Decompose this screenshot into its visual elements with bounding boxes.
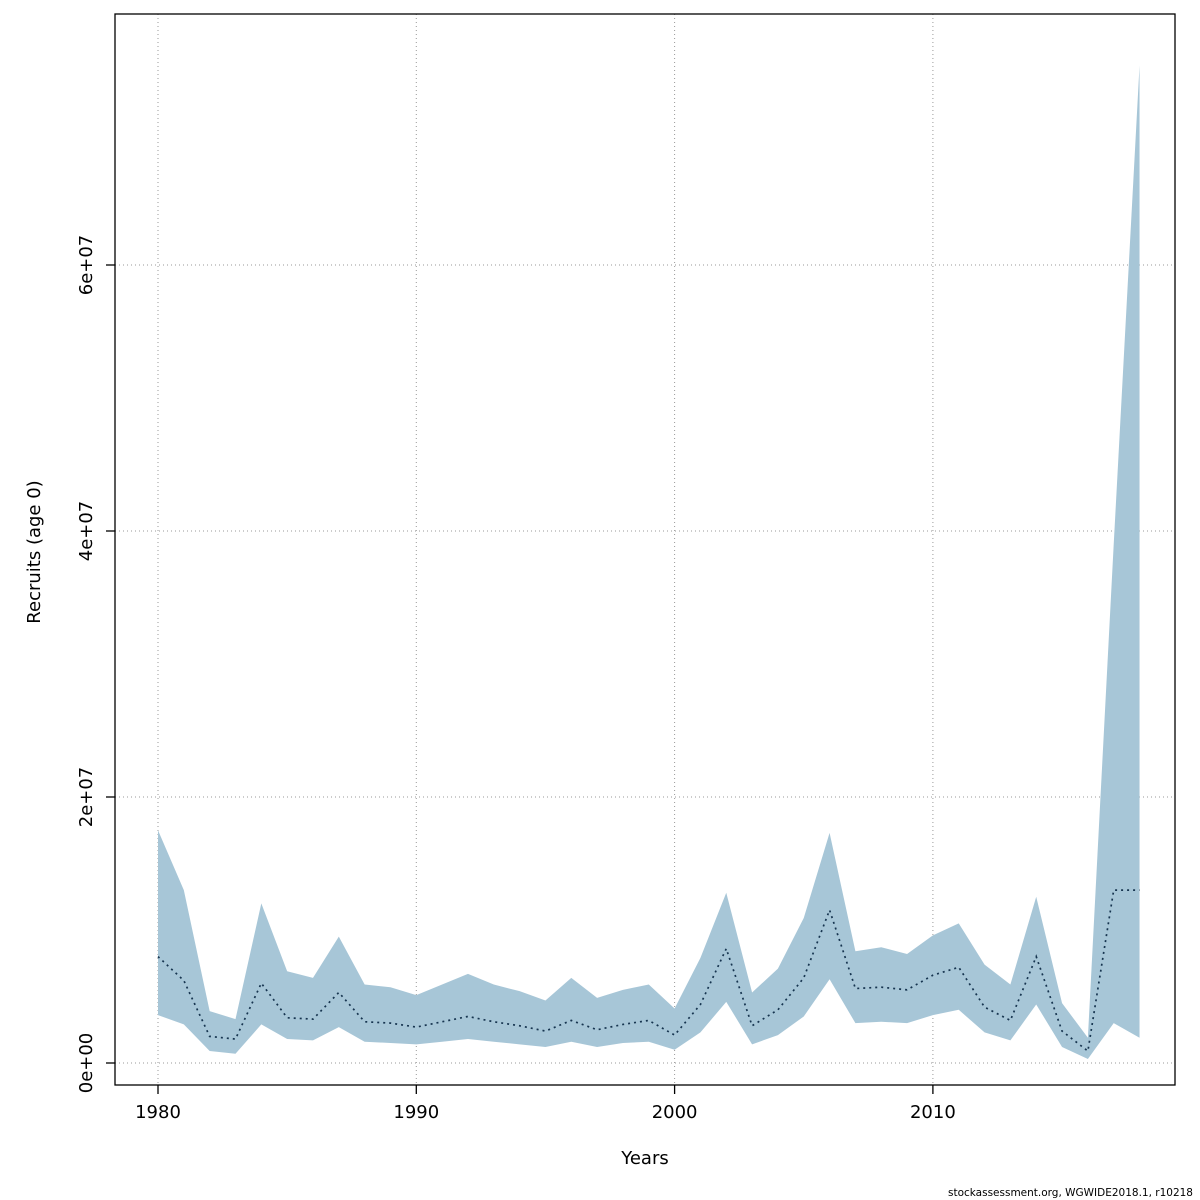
y-axis-title: Recruits (age 0) bbox=[24, 480, 45, 623]
y-tick-label: 0e+00 bbox=[76, 1033, 97, 1094]
y-tick-label: 2e+07 bbox=[76, 767, 97, 828]
caption: stockassessment.org, WGWIDE2018.1, r1021… bbox=[948, 1187, 1193, 1199]
confidence-band bbox=[158, 65, 1140, 1060]
y-tick-label: 6e+07 bbox=[76, 235, 97, 296]
x-axis-title: Years bbox=[620, 1148, 669, 1169]
plot-frame bbox=[114, 13, 1176, 1086]
x-tick-label: 1980 bbox=[135, 1102, 181, 1123]
x-tick-label: 2000 bbox=[652, 1102, 698, 1123]
recruits-median-line bbox=[157, 889, 1140, 1053]
x-tick-label: 1990 bbox=[393, 1102, 439, 1123]
x-tick-label: 2010 bbox=[910, 1102, 956, 1123]
grid-layer bbox=[115, 14, 1175, 1085]
y-tick-label: 4e+07 bbox=[76, 501, 97, 562]
series-layer bbox=[157, 65, 1140, 1060]
axes-layer: 1980 1990 2000 2010 0e+00 2e+07 4e+07 6e+07 bbox=[76, 235, 956, 1123]
